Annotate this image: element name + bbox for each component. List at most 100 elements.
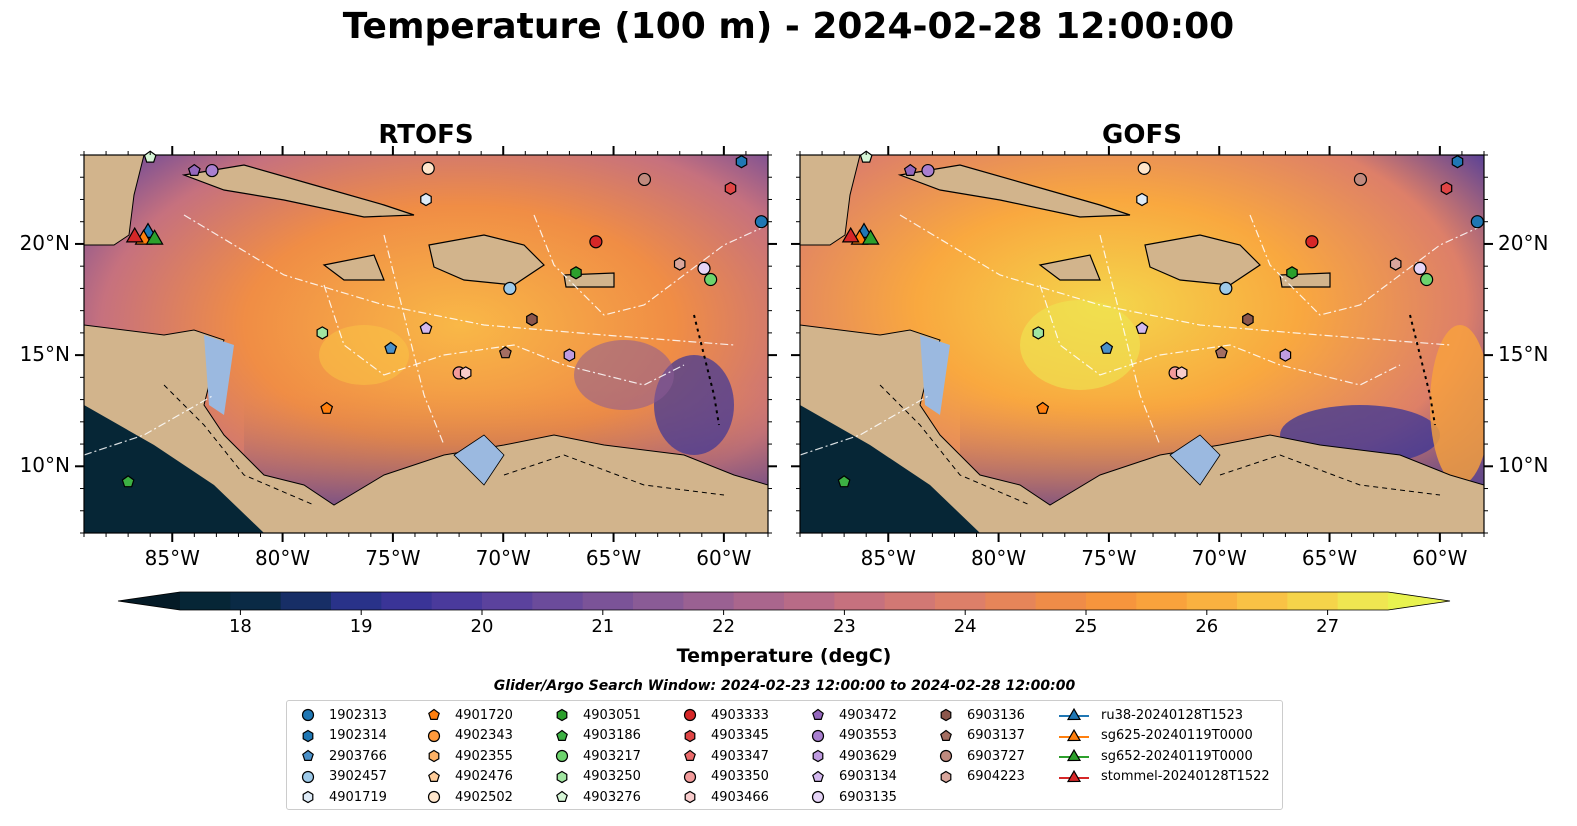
legend-item: 3902457 <box>297 769 387 785</box>
legend-marker <box>428 770 440 782</box>
circle-marker-icon <box>811 729 825 742</box>
eez-boundary <box>800 394 931 456</box>
colorbar-tick-label: 18 <box>228 616 252 637</box>
legend-item: 6903136 <box>935 707 1025 723</box>
argo-float-1902314 <box>1451 155 1464 169</box>
legend-label: 4902343 <box>455 728 513 743</box>
argo-float-6904223 <box>673 257 686 271</box>
legend-label: 4903466 <box>711 789 769 805</box>
map-frame <box>799 154 1485 534</box>
colorbar-segment <box>935 592 986 610</box>
warm-eddy <box>1020 300 1140 390</box>
argo-float-4901720 <box>320 401 334 414</box>
argo-float-6903727 <box>637 172 652 187</box>
legend-marker <box>428 708 440 720</box>
legend-marker <box>1066 707 1082 721</box>
pentagon-marker-icon <box>428 770 440 782</box>
argo-float-4903629 <box>1279 348 1292 362</box>
eez-boundary <box>1039 284 1401 386</box>
legend-label: 3902457 <box>329 769 387 784</box>
legend-marker <box>301 708 315 722</box>
pentagon-marker-icon <box>556 790 568 802</box>
pentagon-marker-icon <box>302 749 314 761</box>
legend-label: 6903137 <box>967 728 1025 743</box>
legend-label: 4903333 <box>711 707 769 723</box>
legend-label: sg652-20240119T0000 <box>1101 748 1253 764</box>
cool-eddy <box>574 340 674 410</box>
legend-label: 4902476 <box>455 769 513 784</box>
colorbar-tick-label: 26 <box>1195 616 1219 637</box>
pentagon-marker-icon <box>684 749 696 761</box>
legend-item: 4903333 <box>679 707 769 723</box>
legend-item: 6903137 <box>935 728 1025 744</box>
legend-item: 4902502 <box>423 789 513 805</box>
colorbar-segment <box>331 592 382 610</box>
legend-label: 4903276 <box>583 789 641 805</box>
legend-item: 4902343 <box>423 728 513 744</box>
legend-label: 4903250 <box>583 769 641 784</box>
legend-marker <box>556 708 568 722</box>
legend-item: 1902313 <box>297 707 387 723</box>
legend-item: 6903727 <box>935 748 1025 764</box>
panel-title-gofs: GOFS <box>1102 120 1182 150</box>
eez-boundary <box>1099 234 1161 446</box>
lon-tick-label: 70°W <box>1191 546 1247 570</box>
colorbar-segment <box>1035 592 1087 610</box>
eez-boundary <box>533 214 768 316</box>
legend-marker <box>940 729 952 741</box>
shelf-water <box>920 335 950 415</box>
argo-float-4903553 <box>921 163 935 178</box>
legend-marker <box>556 770 568 783</box>
legend-label: 6903134 <box>839 769 897 784</box>
legend-label: 4903345 <box>711 728 769 743</box>
lat-tick-label: 10°N <box>1498 453 1549 478</box>
legend-item: 6903135 <box>807 789 897 805</box>
eez-boundary <box>183 214 735 346</box>
map-panel-rtofs <box>83 150 769 534</box>
legend-item: 4901720 <box>423 707 513 723</box>
argo-float-4903186 <box>121 475 135 488</box>
hispaniola-land <box>1144 234 1261 286</box>
argo-float-4903472 <box>903 163 917 176</box>
pentagon-marker-icon <box>940 729 952 741</box>
legend-marker <box>683 770 697 783</box>
legend-label: 6904223 <box>967 769 1025 784</box>
shelf-water <box>204 335 234 415</box>
colorbar-segment <box>1086 592 1137 610</box>
hexagon-marker-icon <box>302 729 314 742</box>
argo-float-4903466 <box>459 366 472 380</box>
legend-label: 4902355 <box>455 748 513 764</box>
lat-tick-label: 15°N <box>19 342 70 367</box>
colorbar-segment <box>1136 592 1188 610</box>
argo-float-6903137 <box>498 346 512 359</box>
pentagon-marker-icon <box>812 708 824 720</box>
legend-marker <box>302 749 314 761</box>
legend-marker <box>684 790 696 804</box>
triangle-marker-icon <box>1059 748 1089 762</box>
legend-marker <box>302 729 314 742</box>
circle-marker-icon <box>427 729 441 742</box>
legend-item: 4903345 <box>679 728 769 744</box>
colorbar-label: Temperature (degC) <box>676 645 892 667</box>
lon-tick-label: 75°W <box>1081 546 1137 570</box>
legend-label: 4901719 <box>329 789 387 805</box>
lon-tick-label: 70°W <box>475 546 531 570</box>
legend-marker <box>683 708 697 722</box>
argo-float-4903276 <box>143 150 157 163</box>
triangle-marker-icon <box>1059 728 1089 741</box>
colorbar-segment <box>1237 592 1288 610</box>
lake-maracaibo <box>1169 434 1221 486</box>
glider-sg652-20240119T0000 <box>145 229 164 245</box>
legend-item: ru38-20240128T1523 <box>1057 707 1243 723</box>
legend-label: 4902502 <box>455 789 513 805</box>
colorbar-segment <box>834 592 886 610</box>
colorbar-over-extend <box>1388 592 1450 610</box>
argo-float-4903051 <box>570 266 582 280</box>
hexagon-marker-icon <box>428 749 440 763</box>
colorbar-tick-label: 22 <box>712 616 736 637</box>
argo-float-4903345 <box>1440 181 1453 196</box>
argo-float-4901720 <box>1036 401 1050 414</box>
argo-float-4903333 <box>589 235 603 249</box>
legend-label: 2903766 <box>329 748 387 764</box>
legend-item: 4903186 <box>551 728 641 744</box>
